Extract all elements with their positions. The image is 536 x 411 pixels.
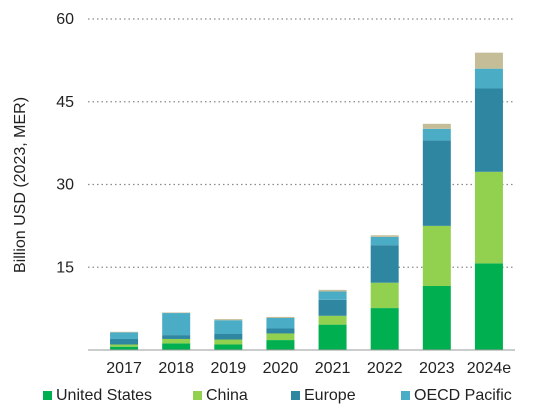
legend: United States China Europe OECD Pacific — [43, 387, 512, 404]
y-tick-label: 45 — [56, 94, 74, 111]
bar-2022-series-0 — [370, 308, 399, 350]
bar-2019-series-1 — [214, 339, 243, 345]
bar-2018-series-2 — [162, 335, 191, 339]
x-tick-label: 2021 — [315, 360, 351, 377]
bar-2017-series-4 — [110, 331, 139, 333]
bar-2021-series-0 — [318, 324, 347, 350]
bar-2017-series-2 — [110, 338, 139, 345]
bar-2019-series-0 — [214, 344, 243, 350]
x-tick-label: 2024e — [467, 360, 512, 377]
legend-swatch — [291, 391, 300, 400]
legend-swatch — [43, 391, 52, 400]
x-tick-labels: 2017 2018 2019 2020 2021 2022 2023 2024e — [106, 360, 511, 377]
bar-2021-series-2 — [318, 299, 347, 316]
bar-2017-series-3 — [110, 332, 139, 339]
x-tick-label: 2017 — [106, 360, 142, 377]
bar-2022-series-2 — [370, 245, 399, 283]
bar-2023-series-4 — [422, 123, 451, 129]
y-tick-labels: 15 30 45 60 — [56, 11, 74, 276]
legend-swatch — [401, 391, 410, 400]
bar-2023-series-2 — [422, 140, 451, 226]
gridlines — [88, 18, 515, 268]
y-tick-label: 15 — [56, 259, 74, 276]
bar-2024e-series-0 — [474, 263, 503, 350]
bar-2020-series-4 — [266, 316, 295, 319]
bar-2018-series-4 — [162, 312, 191, 314]
bar-2021-series-3 — [318, 291, 347, 300]
x-tick-label: 2019 — [211, 360, 247, 377]
legend-label: United States — [56, 387, 152, 404]
bar-2017-series-0 — [110, 346, 139, 350]
legend-label: Europe — [304, 387, 356, 404]
y-tick-label: 30 — [56, 177, 74, 194]
legend-label: OECD Pacific — [414, 387, 512, 404]
bar-2018-series-1 — [162, 338, 191, 344]
bar-2021-series-1 — [318, 315, 347, 325]
bar-2022-series-1 — [370, 282, 399, 309]
bar-2023-series-1 — [422, 225, 451, 287]
bar-2020-series-2 — [266, 328, 295, 334]
bar-2021-series-4 — [318, 289, 347, 292]
bar-2019-series-4 — [214, 319, 243, 321]
bar-2017-series-1 — [110, 344, 139, 347]
bar-2018-series-0 — [162, 343, 191, 350]
bar-2019-series-2 — [214, 334, 243, 340]
bar-2019-series-3 — [214, 320, 243, 335]
y-tick-label: 60 — [56, 11, 74, 28]
x-tick-label: 2018 — [158, 360, 194, 377]
bar-2020-series-1 — [266, 333, 295, 341]
bar-2020-series-0 — [266, 340, 295, 350]
bar-2022-series-4 — [370, 235, 399, 237]
bar-2024e-series-1 — [474, 171, 503, 264]
legend-label: China — [206, 387, 248, 404]
x-tick-label: 2022 — [367, 360, 403, 377]
bar-2023-series-0 — [422, 286, 451, 350]
bar-2023-series-3 — [422, 128, 451, 141]
bar-2018-series-3 — [162, 313, 191, 336]
bars — [110, 52, 503, 350]
y-axis-title: Billion USD (2023, MER) — [12, 97, 29, 273]
bar-2024e-series-4 — [474, 52, 503, 69]
bar-2022-series-3 — [370, 236, 399, 246]
x-tick-label: 2020 — [263, 360, 299, 377]
x-tick-label: 2023 — [419, 360, 455, 377]
legend-swatch — [193, 391, 202, 400]
bar-2020-series-3 — [266, 318, 295, 329]
bar-2024e-series-3 — [474, 68, 503, 89]
bar-2024e-series-2 — [474, 88, 503, 172]
